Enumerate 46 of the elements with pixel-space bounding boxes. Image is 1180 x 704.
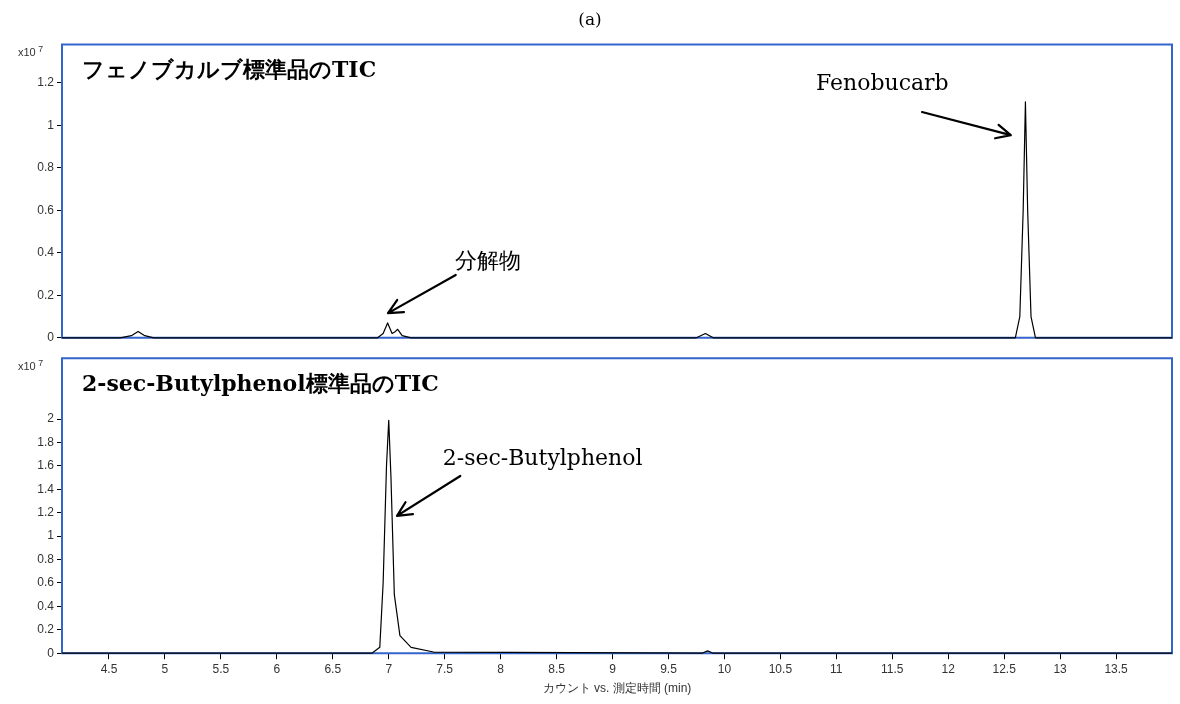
annotation: 分解物 — [455, 248, 522, 274]
x-tick-label: 9.5 — [660, 661, 678, 676]
x-tick-label: 11 — [830, 661, 843, 676]
y-tick-label: 0.8 — [37, 551, 55, 566]
y-tick-label: 1.4 — [37, 481, 55, 496]
y-tick-label: 0.6 — [37, 575, 55, 590]
annotation: フェノブカルブ標準品のTIC — [82, 56, 377, 83]
y-tick-label: 1 — [47, 528, 55, 543]
x-tick-label: 8 — [497, 661, 505, 676]
y-axis-title: x107 — [18, 44, 44, 59]
x-tick-label: 6 — [273, 661, 281, 676]
y-tick-label: 0.2 — [37, 622, 55, 637]
y-tick-label: 0.4 — [37, 245, 55, 260]
x-tick-label: 10.5 — [768, 661, 793, 676]
y-tick-label: 0 — [47, 330, 55, 345]
y-tick-label: 1 — [47, 117, 55, 132]
x-tick-label: 7 — [385, 661, 393, 676]
annotation: 2-sec-Butylphenol — [442, 444, 643, 470]
x-tick-label: 8.5 — [548, 661, 566, 676]
x-tick-label: 5 — [161, 661, 169, 676]
y-tick-label: 0.8 — [37, 160, 55, 175]
x-axis-title: カウント vs. 測定時間 (min) — [542, 681, 692, 696]
annotation: Fenobucarb — [815, 70, 949, 96]
x-tick-label: 10 — [717, 661, 732, 676]
y-tick-label: 0.2 — [37, 287, 55, 302]
y-tick-label: 1.8 — [37, 434, 55, 449]
chart-title: (a) — [578, 8, 602, 29]
x-tick-label: 6.5 — [324, 661, 342, 676]
y-tick-label: 1.6 — [37, 458, 55, 473]
x-tick-label: 7.5 — [436, 661, 454, 676]
y-tick-label: 1.2 — [37, 74, 55, 89]
x-tick-label: 12 — [941, 661, 956, 676]
x-tick-label: 13.5 — [1104, 661, 1129, 676]
y-tick-label: 2 — [47, 411, 55, 426]
y-tick-label: 0 — [47, 645, 55, 660]
y-tick-label: 0.6 — [37, 202, 55, 217]
annotation: 2-sec-Butylphenol標準品のTIC — [82, 369, 439, 396]
x-tick-label: 13 — [1053, 661, 1068, 676]
x-tick-label: 11.5 — [881, 661, 904, 676]
y-axis-title: x107 — [18, 357, 44, 373]
y-tick-label: 0.4 — [37, 598, 55, 613]
x-tick-label: 5.5 — [212, 661, 230, 676]
y-tick-label: 1.2 — [37, 505, 55, 520]
x-tick-label: 12.5 — [992, 661, 1017, 676]
x-tick-label: 9 — [609, 661, 617, 676]
x-tick-label: 4.5 — [100, 661, 118, 676]
